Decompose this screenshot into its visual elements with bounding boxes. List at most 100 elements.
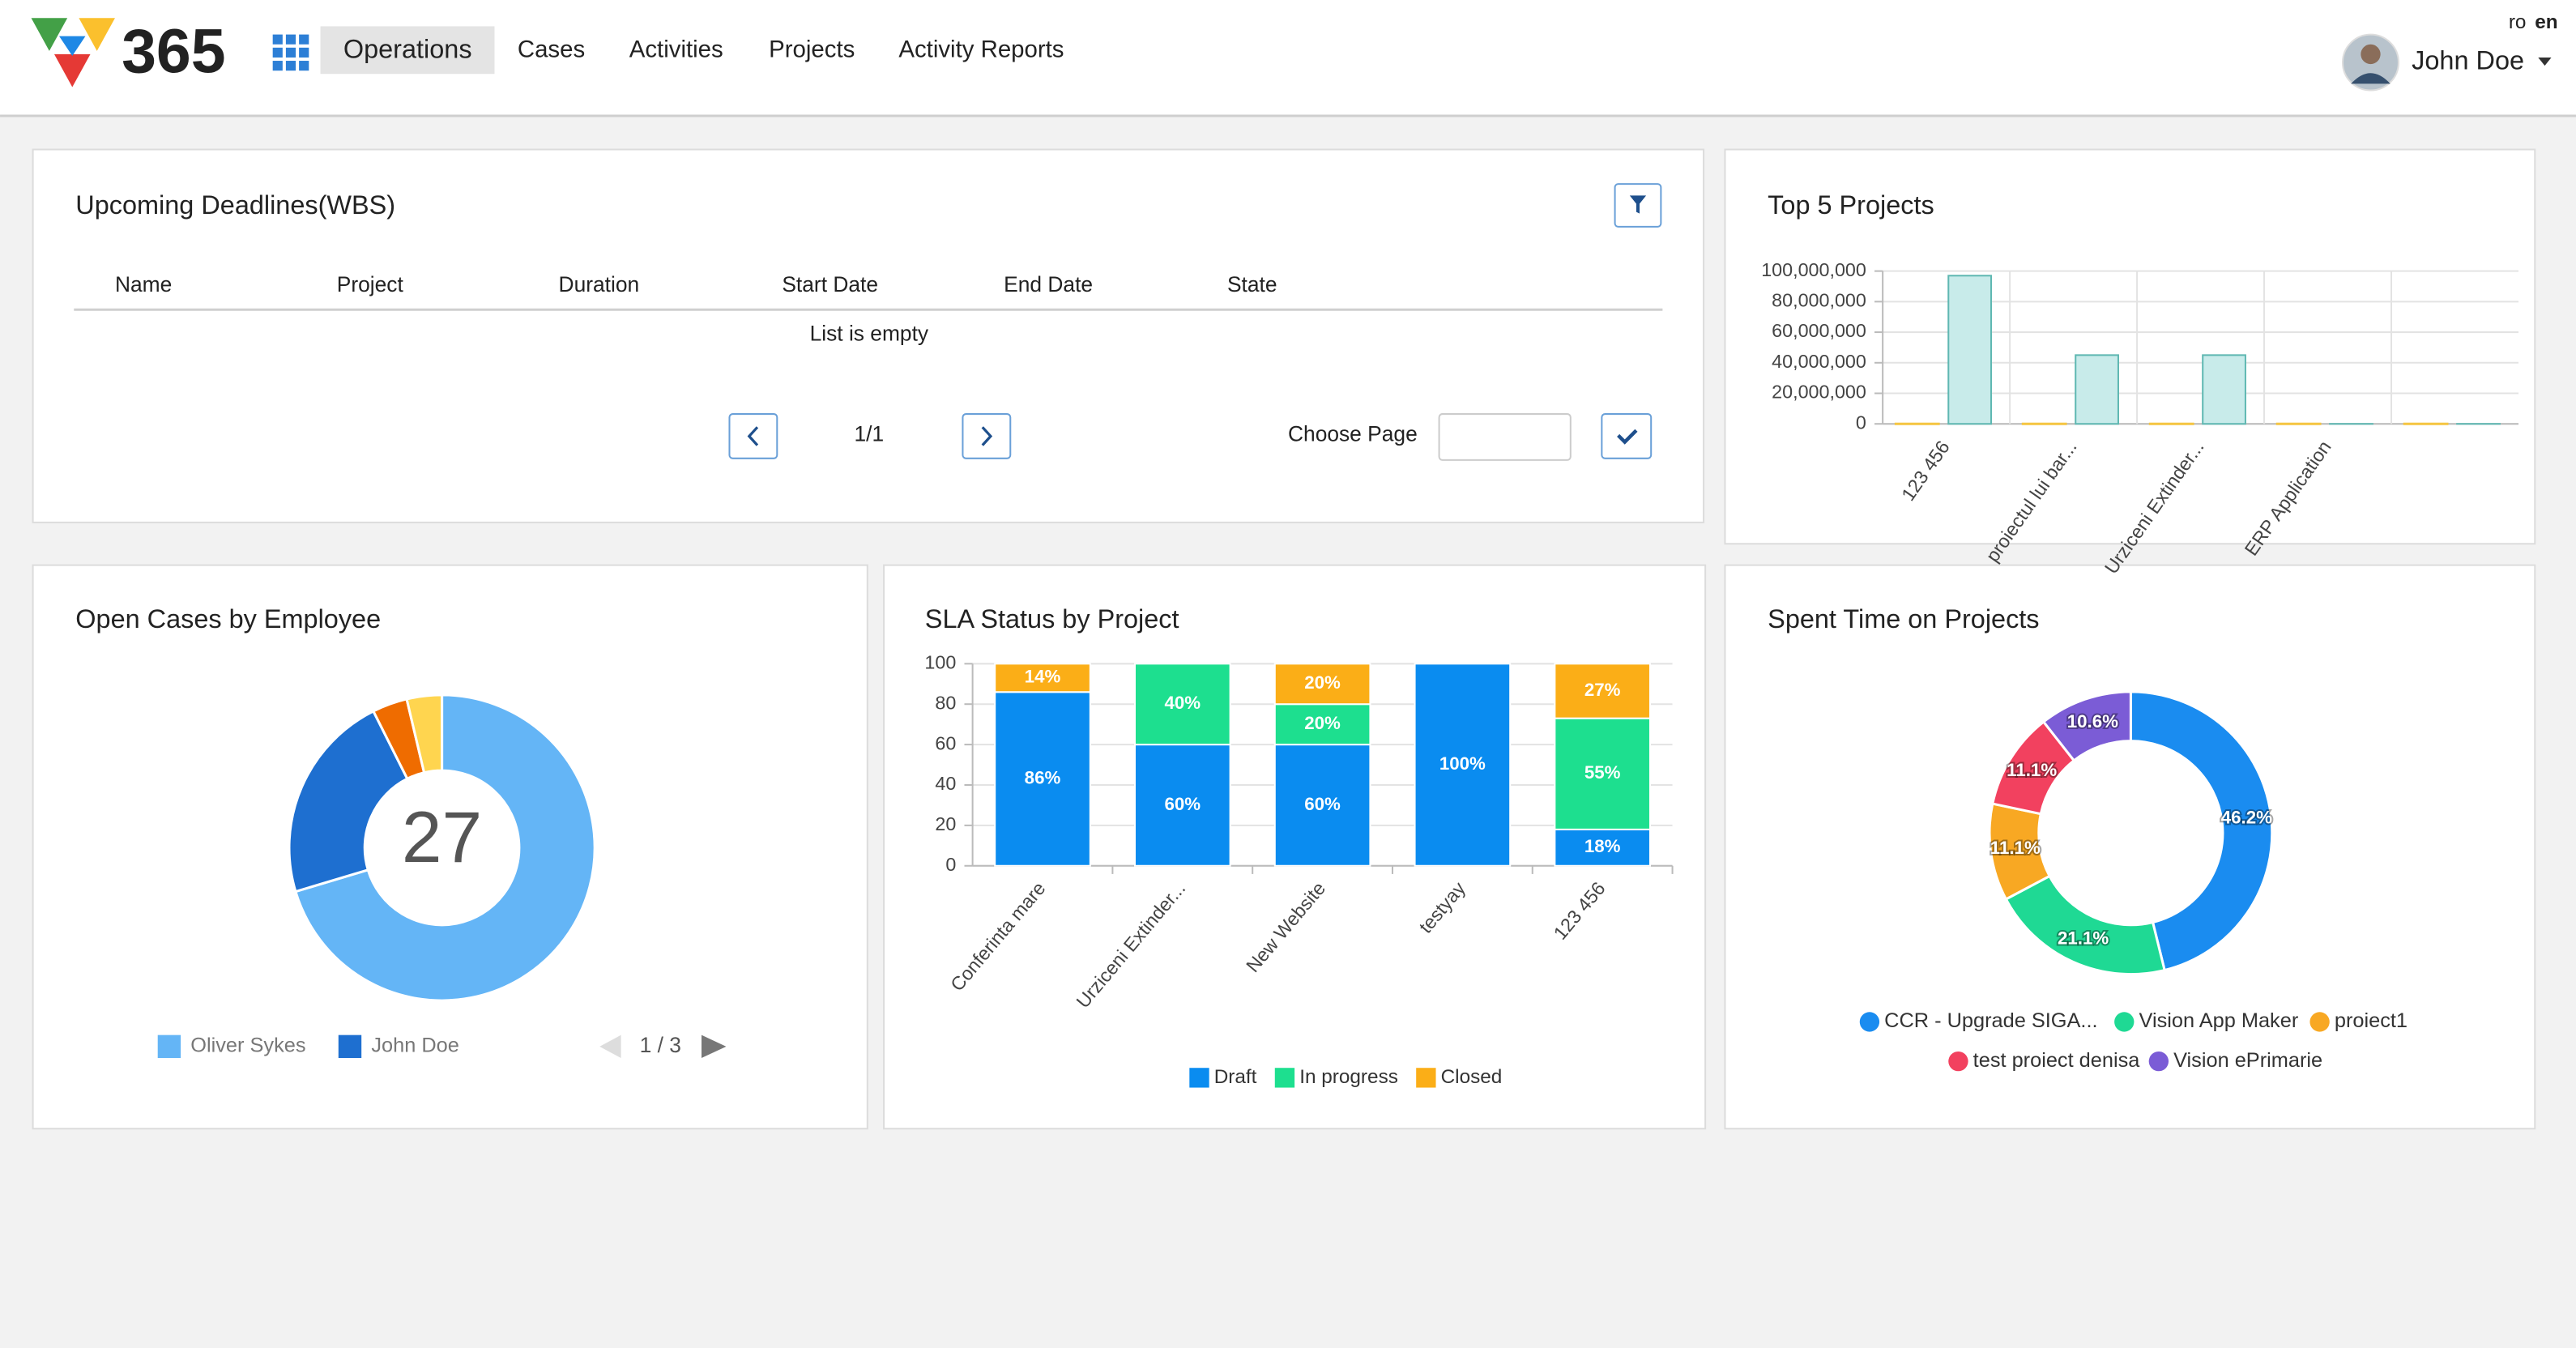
nav-item[interactable]: Projects (769, 36, 855, 63)
legend-swatch (338, 1034, 362, 1059)
card-title: SLA Status by Project (925, 604, 1179, 633)
data-label: 60% (1304, 794, 1341, 814)
language[interactable]: ro (2509, 11, 2527, 33)
legend-label: test proiect denisa (1973, 1049, 2141, 1072)
data-label: 46.2% (2221, 808, 2272, 828)
user-name[interactable]: John Doe (2412, 46, 2524, 75)
avatar[interactable] (2341, 33, 2399, 92)
legend-swatch (1948, 1051, 1968, 1072)
grid-dot (299, 47, 309, 58)
data-label: 27% (1584, 680, 1621, 700)
nav-item[interactable]: Activity Reports (898, 36, 1064, 63)
legend-label: Vision App Maker (2139, 1009, 2299, 1032)
empty-message: List is empty (810, 322, 929, 346)
data-label: 11.1% (2007, 760, 2057, 780)
next-page-button[interactable] (962, 413, 1012, 459)
logo-text: 365 (122, 16, 226, 86)
grid-dot (272, 34, 283, 45)
y-tick-label: 20,000,000 (1772, 382, 1866, 403)
legend-swatch (1416, 1068, 1436, 1088)
page-input[interactable] (1438, 413, 1572, 461)
column-header[interactable]: Name (115, 272, 172, 296)
data-label: 20% (1304, 713, 1341, 733)
choose-page-label: Choose Page (1288, 421, 1418, 446)
open-cases-card (32, 564, 868, 1130)
legend-swatch (1274, 1068, 1295, 1088)
column-header[interactable]: End Date (1004, 272, 1093, 296)
donut-segment (2041, 690, 2132, 762)
y-tick-label: 80,000,000 (1772, 290, 1866, 311)
donut-segment (293, 693, 596, 1002)
prev-icon (747, 426, 759, 446)
nav-item[interactable]: Activities (629, 36, 723, 63)
bar (2202, 354, 2246, 425)
check-icon (1617, 429, 1638, 445)
data-label: 55% (1584, 762, 1621, 783)
column-header[interactable]: State (1227, 272, 1277, 296)
column-header[interactable]: Duration (559, 272, 640, 296)
bar-segment (1414, 663, 1512, 867)
prev-page-button[interactable] (728, 413, 778, 459)
bar-segment (1273, 703, 1371, 746)
grid-dot (285, 34, 296, 45)
y-tick-label: 0 (1856, 412, 1866, 433)
column-header[interactable]: Start Date (782, 272, 878, 296)
grid-dot (272, 47, 283, 58)
legend-label: proiect1 (2335, 1009, 2408, 1032)
next-icon (981, 426, 993, 446)
legend-label: Vision ePrimarie (2173, 1049, 2322, 1072)
top-projects-card (1724, 148, 2536, 545)
nav-item[interactable]: Operations (343, 34, 472, 63)
y-tick-label: 40,000,000 (1772, 351, 1866, 372)
data-label: 40% (1164, 693, 1201, 713)
legend-swatch (1189, 1068, 1209, 1088)
logo[interactable]: 365 (31, 16, 226, 87)
nav-item[interactable]: Cases (518, 36, 585, 63)
filter-icon (1629, 195, 1647, 214)
donut-segment (2129, 690, 2274, 972)
grid-dot (285, 61, 296, 71)
legend-prev[interactable] (599, 1034, 621, 1059)
card-title: Spent Time on Projects (1768, 604, 2039, 633)
data-label: 10.6% (2067, 711, 2118, 732)
legend-label: Oliver Sykes (190, 1034, 305, 1057)
y-tick-label: 60 (935, 732, 956, 753)
donut-total: 27 (402, 796, 482, 877)
data-label: 60% (1164, 794, 1201, 814)
bar-segment (994, 663, 1091, 693)
data-label: 100% (1439, 753, 1486, 774)
data-label: 21.1% (2058, 928, 2109, 949)
legend-swatch (1859, 1012, 1880, 1032)
user-caret[interactable] (2538, 57, 2552, 66)
grid-dot (299, 61, 309, 71)
go-button[interactable] (1601, 413, 1653, 459)
bar-segment (1273, 744, 1371, 867)
legend-swatch (157, 1034, 181, 1059)
logo-red (53, 53, 91, 87)
bar-segment (1273, 663, 1371, 706)
data-label: 14% (1025, 667, 1061, 687)
legend-swatch (2309, 1012, 2330, 1032)
spent-time-card (1724, 564, 2536, 1130)
logo-green (31, 18, 68, 51)
y-tick-label: 20 (935, 813, 956, 834)
y-tick-label: 100 (924, 651, 956, 672)
logo-blue (59, 36, 86, 56)
bar (2075, 354, 2119, 425)
donut-segment (405, 693, 444, 774)
data-label: 11.1% (1990, 838, 2041, 858)
column-header[interactable]: Project (337, 272, 404, 296)
donut-segment (288, 709, 409, 894)
y-tick-label: 0 (945, 854, 956, 875)
bar (1947, 275, 1993, 425)
legend-label: In progress (1299, 1066, 1398, 1088)
data-label: 20% (1304, 672, 1341, 693)
language[interactable]: en (2535, 11, 2557, 33)
legend-label: John Doe (371, 1034, 459, 1057)
y-tick-label: 80 (935, 692, 956, 713)
legend-next[interactable] (701, 1034, 727, 1059)
apps-grid[interactable] (272, 34, 309, 71)
card-title: Upcoming Deadlines(WBS) (75, 190, 395, 220)
